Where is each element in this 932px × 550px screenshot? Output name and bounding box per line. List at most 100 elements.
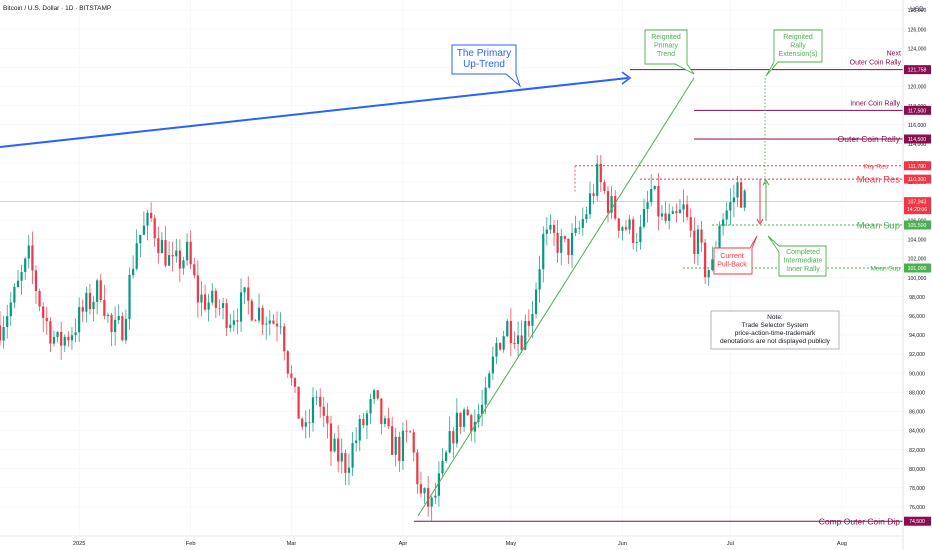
candle-body bbox=[218, 307, 221, 309]
candle-body bbox=[326, 415, 329, 424]
candle-body bbox=[556, 232, 559, 253]
completed-rally-callout bbox=[767, 235, 827, 277]
candle-body bbox=[574, 228, 577, 233]
candle-body bbox=[149, 212, 153, 219]
candle-body bbox=[121, 316, 124, 341]
candle-body bbox=[308, 422, 311, 424]
y-tick-label: 84,000 bbox=[909, 429, 925, 435]
price-axis[interactable]: 76,000 78,000 80,000 82,000 84,000 86,000 88,0… bbox=[902, 0, 931, 550]
candle-body bbox=[344, 453, 347, 473]
level-price-tag bbox=[904, 220, 931, 230]
candle-body bbox=[304, 422, 307, 427]
primary-trend-callout bbox=[451, 44, 522, 88]
time-axis[interactable]: 2025 Feb Mar Apr May Jun Jul Aug bbox=[0, 535, 903, 547]
candle-body bbox=[52, 337, 56, 344]
y-tick-label: 126,000 bbox=[908, 27, 927, 33]
x-tick-label: Aug bbox=[837, 541, 847, 547]
candle-body bbox=[570, 232, 574, 256]
candle-body bbox=[153, 218, 156, 239]
candles bbox=[0, 155, 746, 521]
reignited-trend-line bbox=[417, 77, 695, 517]
candle-body bbox=[520, 335, 523, 350]
reignited-rally-label: Reignited Rally Extension(s) bbox=[779, 34, 818, 58]
candle-body bbox=[2, 327, 5, 341]
level-price-label: 110,300 bbox=[908, 177, 926, 183]
candle-body bbox=[588, 193, 592, 215]
candle-body bbox=[383, 418, 387, 425]
candle-body bbox=[200, 294, 203, 303]
candle-body bbox=[42, 306, 45, 318]
y-tick-label: 102,000 bbox=[908, 257, 927, 263]
candle-body bbox=[355, 440, 358, 444]
candle-body bbox=[293, 378, 297, 387]
candle-body bbox=[297, 386, 300, 419]
level-name-label: Key Res bbox=[863, 163, 888, 170]
candle-body bbox=[722, 219, 725, 226]
level-name-label: Mean Res bbox=[857, 175, 901, 186]
candle-body bbox=[718, 225, 721, 251]
candle-body bbox=[416, 452, 419, 485]
candle-body bbox=[441, 460, 444, 474]
level-lines bbox=[0, 69, 903, 522]
candle-body bbox=[502, 336, 505, 350]
y-tick-label: 94,000 bbox=[909, 333, 925, 339]
candle-body bbox=[732, 197, 736, 203]
current-price-tag bbox=[904, 197, 931, 215]
candle-body bbox=[560, 236, 563, 253]
candle-body bbox=[668, 213, 671, 221]
candle-body bbox=[247, 287, 250, 301]
candle-body bbox=[632, 219, 635, 243]
candle-body bbox=[110, 314, 113, 333]
candle-body bbox=[70, 335, 74, 341]
candle-body bbox=[621, 227, 624, 231]
candle-body bbox=[516, 335, 520, 345]
candle-body bbox=[268, 320, 271, 324]
candle-body bbox=[20, 271, 23, 281]
candle-body bbox=[740, 182, 743, 208]
level-price-label: 121,758 bbox=[908, 68, 927, 74]
candle-body bbox=[56, 331, 59, 338]
candle-body bbox=[664, 213, 667, 221]
candle-body bbox=[373, 390, 376, 400]
candle-body bbox=[333, 438, 336, 452]
candle-body bbox=[729, 202, 732, 211]
candle-body bbox=[301, 418, 304, 427]
countdown-label: 14:20:06 bbox=[907, 207, 927, 213]
candle-body bbox=[448, 431, 451, 453]
level-name-label: Next Outer Coin Rally bbox=[850, 51, 902, 67]
candle-body bbox=[283, 326, 286, 352]
x-tick-label: Mar bbox=[287, 541, 297, 547]
candle-body bbox=[401, 430, 405, 461]
candle-body bbox=[653, 185, 656, 190]
candle-body bbox=[196, 275, 199, 303]
candle-body bbox=[563, 236, 566, 239]
candle-body bbox=[229, 324, 232, 328]
completed-rally-label: Completed Intermediate Inner Rally bbox=[784, 249, 823, 273]
candle-body bbox=[678, 209, 682, 214]
candle-body bbox=[45, 317, 48, 322]
level-price-tag bbox=[904, 516, 931, 526]
level-price-tag bbox=[904, 65, 931, 75]
level-name-label: Mean Sup bbox=[870, 266, 900, 273]
candle-body bbox=[423, 488, 426, 494]
candle-body bbox=[319, 396, 322, 407]
candle-body bbox=[711, 259, 714, 271]
candle-body bbox=[671, 211, 674, 214]
candle-body bbox=[675, 211, 678, 214]
candle-body bbox=[88, 292, 92, 310]
x-tick-label: Feb bbox=[186, 541, 196, 547]
candle-body bbox=[322, 406, 325, 416]
level-name-label: Inner Coin Rally bbox=[850, 100, 900, 107]
candle-body bbox=[99, 280, 102, 301]
y-tick-label: 128,000 bbox=[908, 8, 927, 14]
x-tick-label: 2025 bbox=[73, 541, 85, 547]
candle-body bbox=[743, 190, 746, 208]
candle-body bbox=[459, 412, 462, 427]
y-tick-label: 78,000 bbox=[909, 486, 925, 492]
candle-body bbox=[578, 227, 581, 229]
candle-body bbox=[660, 213, 664, 217]
level-price-label: 117,500 bbox=[908, 108, 926, 114]
candle-body bbox=[132, 268, 135, 275]
pullback-arrow-head bbox=[756, 218, 764, 225]
